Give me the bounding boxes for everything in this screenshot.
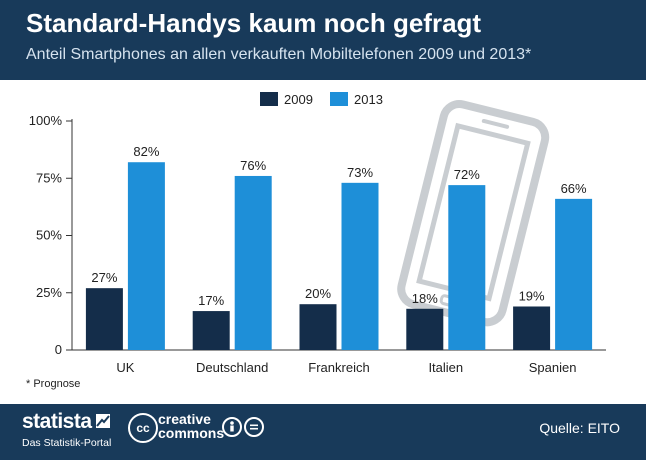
x-category-label: Italien xyxy=(428,360,463,375)
x-category-label: Frankreich xyxy=(308,360,369,375)
bar-2009-deutschland xyxy=(192,311,230,350)
data-label: 73% xyxy=(347,165,373,180)
statista-tagline: Das Statistik-Portal xyxy=(22,437,112,449)
bar-2013-uk xyxy=(127,162,165,350)
data-label: 72% xyxy=(454,167,480,182)
data-label: 17% xyxy=(198,293,224,308)
header-banner: Standard-Handys kaum noch gefragt Anteil… xyxy=(0,0,646,80)
bar-2009-frankreich xyxy=(299,304,337,350)
bar-2013-spanien xyxy=(555,198,593,350)
statista-logo: statista xyxy=(22,410,92,433)
y-tick-label: 0 xyxy=(55,342,62,357)
creative-commons-icon: cc xyxy=(128,413,158,443)
y-tick-label: 50% xyxy=(36,228,62,243)
chart-subtitle: Anteil Smartphones an allen verkauften M… xyxy=(26,46,532,63)
cc-nd-icon xyxy=(244,417,264,437)
data-label: 66% xyxy=(561,181,587,196)
data-label: 18% xyxy=(412,291,438,306)
y-tick-label: 100% xyxy=(29,113,63,128)
data-label: 76% xyxy=(240,158,266,173)
x-category-label: Spanien xyxy=(529,360,577,375)
bar-2013-frankreich xyxy=(341,182,379,350)
legend-label: 2013 xyxy=(354,92,383,107)
legend-swatch-2013 xyxy=(330,92,348,106)
x-category-label: UK xyxy=(116,360,134,375)
bar-2013-italien xyxy=(448,185,486,350)
chart-title: Standard-Handys kaum noch gefragt xyxy=(26,8,482,38)
bar-2009-italien xyxy=(406,308,444,350)
bar-2013-deutschland xyxy=(234,175,272,350)
source-label: Quelle: EITO xyxy=(539,420,620,436)
footnote: * Prognose xyxy=(26,378,81,390)
data-label: 19% xyxy=(519,288,545,303)
x-category-label: Deutschland xyxy=(196,360,268,375)
data-label: 27% xyxy=(91,270,117,285)
cc-by-icon xyxy=(222,417,242,437)
cc-text-commons: commons xyxy=(158,425,225,441)
data-label: 20% xyxy=(305,286,331,301)
bar-2009-spanien xyxy=(513,306,551,350)
cc-text-creative: creative xyxy=(158,411,211,427)
legend-label: 2009 xyxy=(284,92,313,107)
y-tick-label: 75% xyxy=(36,170,62,185)
statista-mark-icon xyxy=(96,414,110,428)
legend-swatch-2009 xyxy=(260,92,278,106)
bar-chart: 0 25% 50% 75% 100% 27% 82% UK 17% 76% Deutschland 2… xyxy=(29,92,606,375)
bar-2009-uk xyxy=(85,288,123,350)
y-tick-label: 25% xyxy=(36,285,62,300)
data-label: 82% xyxy=(133,144,159,159)
footer-bar: statista Das Statistik-Portal cc creativ… xyxy=(0,404,646,460)
